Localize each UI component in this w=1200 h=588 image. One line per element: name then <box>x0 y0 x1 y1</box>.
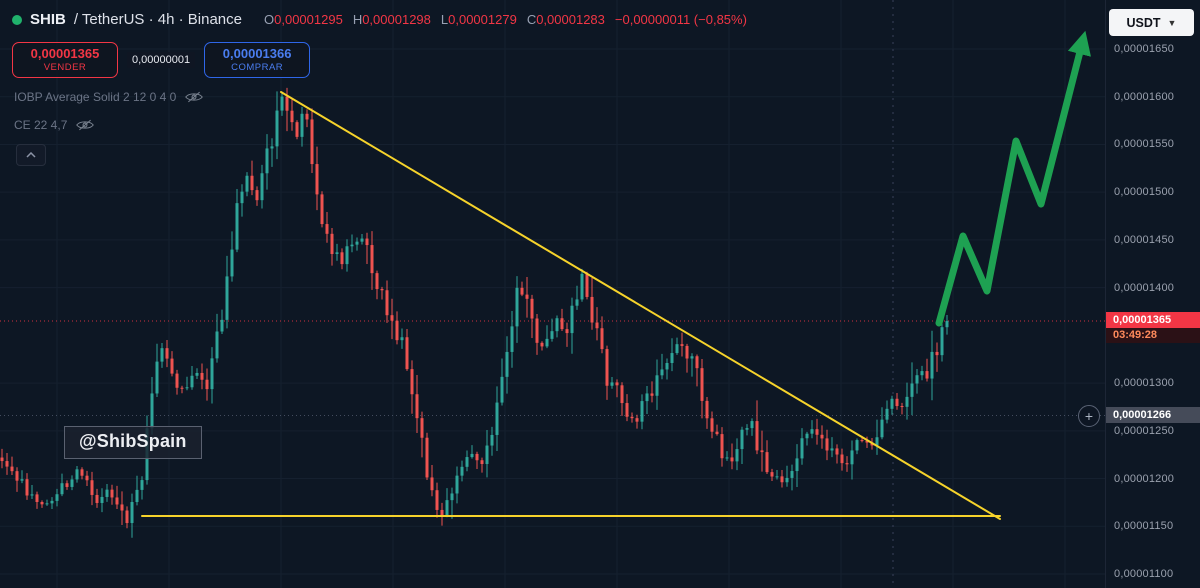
current-price-tag: 0,00001365 03:49:28 <box>1106 312 1200 344</box>
change-value: −0,00000011 (−0,85%) <box>614 12 747 27</box>
symbol-details[interactable]: / TetherUS · 4h · Binance <box>73 11 242 28</box>
eye-slash-icon[interactable] <box>76 119 95 131</box>
collapse-legend-button[interactable] <box>16 144 46 166</box>
indicator-row-ce[interactable]: CE 22 4,7 <box>14 118 95 132</box>
open-value: 0,00001295 <box>274 12 343 27</box>
price-axis-label: 0,00001400 <box>1114 281 1175 294</box>
price-axis-label: 0,00001250 <box>1114 424 1175 437</box>
low-label: L <box>440 12 449 27</box>
currency-dropdown-label: USDT <box>1126 15 1161 30</box>
price-axis-label: 0,00001300 <box>1114 377 1175 390</box>
currency-dropdown[interactable]: USDT ▼ <box>1109 9 1194 36</box>
open-label: O <box>264 12 275 27</box>
price-axis-label: 0,00001100 <box>1114 567 1174 580</box>
last-price-tag: 0,00001266 <box>1106 406 1200 423</box>
add-alert-plus-button[interactable]: + <box>1078 404 1100 427</box>
ohlc-values: O0,00001295 H0,00001298 L0,00001279 C0,0… <box>264 12 747 27</box>
current-price-value: 0,00001365 <box>1106 312 1200 329</box>
symbol-name[interactable]: SHIB <box>30 11 66 28</box>
buy-label: COMPRAR <box>231 62 284 73</box>
sell-label: VENDER <box>43 62 87 73</box>
price-axis-label: 0,00001450 <box>1114 233 1175 246</box>
price-axis[interactable]: 0,00001650 0,00001600 0,00001550 0,00001500… <box>1105 0 1200 588</box>
high-label: H <box>352 12 363 27</box>
candle-countdown: 03:49:28 <box>1106 328 1200 344</box>
indicator-label: CE 22 4,7 <box>14 118 68 132</box>
eye-slash-icon[interactable] <box>185 91 204 103</box>
sell-button[interactable]: 0,00001365 VENDER <box>12 42 118 78</box>
live-status-icon <box>12 14 22 25</box>
price-axis-label: 0,00001150 <box>1114 520 1174 533</box>
close-label: C <box>526 12 537 27</box>
buy-button[interactable]: 0,00001366 COMPRAR <box>204 42 311 78</box>
price-axis-label: 0,00001650 <box>1114 43 1175 55</box>
indicator-label: IOBP Average Solid 2 12 0 4 0 <box>14 90 177 104</box>
price-axis-label: 0,00001600 <box>1114 90 1175 103</box>
candlestick-chart[interactable] <box>0 0 1105 588</box>
price-axis-label: 0,00001550 <box>1114 138 1175 151</box>
high-value: 0,00001298 <box>362 12 431 27</box>
symbol-header: SHIB / TetherUS · 4h · Binance O0,000012… <box>12 11 747 28</box>
indicator-row-iobp[interactable]: IOBP Average Solid 2 12 0 4 0 <box>14 90 204 104</box>
low-value: 0,00001279 <box>448 12 517 27</box>
sell-price: 0,00001365 <box>30 46 100 61</box>
price-axis-label: 0,00001500 <box>1114 186 1175 199</box>
buy-price: 0,00001366 <box>222 46 292 61</box>
spread-value: 0,00000001 <box>127 52 196 68</box>
price-axis-label: 0,00001200 <box>1114 472 1175 485</box>
watermark: @ShibSpain <box>64 426 202 459</box>
chevron-up-icon <box>26 152 36 158</box>
order-panel: 0,00001365 VENDER 0,00000001 0,00001366 … <box>12 42 311 78</box>
close-value: 0,00001283 <box>536 12 605 27</box>
chevron-down-icon: ▼ <box>1167 17 1177 28</box>
